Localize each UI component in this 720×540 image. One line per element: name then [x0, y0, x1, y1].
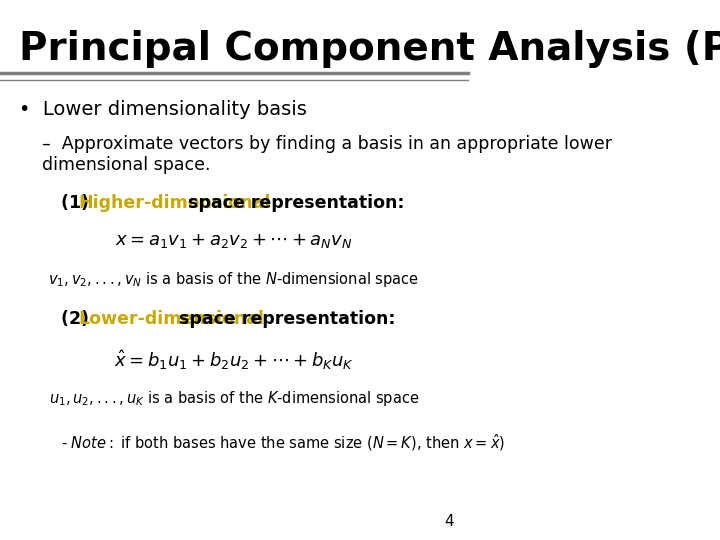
Text: (1): (1)	[60, 194, 95, 212]
Text: Higher-dimensional: Higher-dimensional	[78, 194, 271, 212]
Text: (2): (2)	[60, 310, 95, 328]
Text: –  Approximate vectors by finding a basis in an appropriate lower
dimensional sp: – Approximate vectors by finding a basis…	[42, 135, 612, 174]
Text: space representation:: space representation:	[173, 310, 395, 328]
Text: $u_1, u_2, ..., u_K$ is a basis of the $K$-dimensional space: $u_1, u_2, ..., u_K$ is a basis of the $…	[49, 389, 419, 408]
Text: $x = a_1 v_1 + a_2 v_2 + \cdots + a_N v_N$: $x = a_1 v_1 + a_2 v_2 + \cdots + a_N v_…	[115, 232, 353, 250]
Text: $v_1, v_2, ..., v_N$ is a basis of the $N$-dimensional space: $v_1, v_2, ..., v_N$ is a basis of the $…	[48, 270, 420, 289]
Text: Principal Component Analysis (PCA): Principal Component Analysis (PCA)	[19, 30, 720, 68]
Text: - $\it{Note:}$ if both bases have the same size ($N = K$), then $x = \hat{x}$): - $\it{Note:}$ if both bases have the sa…	[60, 432, 505, 453]
Text: •  Lower dimensionality basis: • Lower dimensionality basis	[19, 100, 307, 119]
Text: Lower-dimensional: Lower-dimensional	[78, 310, 265, 328]
Text: 4: 4	[444, 514, 454, 529]
Text: $\hat{x} = b_1 u_1 + b_2 u_2 + \cdots + b_K u_K$: $\hat{x} = b_1 u_1 + b_2 u_2 + \cdots + …	[114, 348, 354, 372]
Text: space representation:: space representation:	[181, 194, 404, 212]
